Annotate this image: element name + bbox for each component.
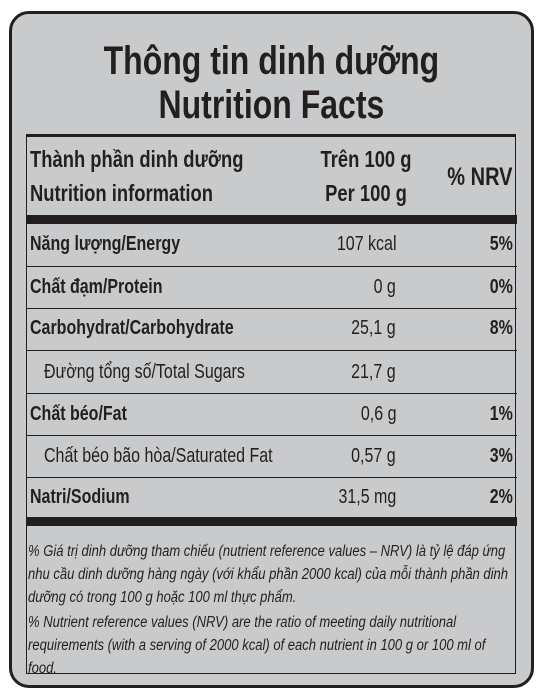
row-nrv: 0% (489, 276, 513, 298)
column-header: Per 100 g (325, 180, 407, 206)
row-nrv: 1% (489, 403, 513, 425)
title-en: Nutrition Facts (158, 83, 385, 127)
row-amount: 107 kcal (336, 233, 396, 255)
footnote: % Nutrient reference values (NRV) are th… (28, 614, 486, 677)
row-divider (26, 393, 517, 394)
row-name: Đường tổng số/Total Sugars (44, 361, 245, 383)
row-amount: 0 g (373, 276, 396, 298)
row-amount: 25,1 g (351, 317, 396, 339)
footnote: % Giá trị dinh dưỡng tham chiếu (nutrien… (28, 543, 509, 606)
row-amount: 21,7 g (351, 361, 396, 383)
row-divider (26, 266, 517, 267)
row-divider (26, 308, 517, 309)
row-nrv: 5% (489, 233, 513, 255)
row-nrv: 8% (489, 317, 513, 339)
column-header: % NRV (447, 163, 513, 191)
column-header: Thành phần dinh dưỡng (30, 146, 244, 172)
divider-bar (26, 517, 517, 526)
row-divider (26, 435, 517, 436)
row-name: Natri/Sodium (30, 486, 130, 508)
row-amount: 0,57 g (351, 445, 396, 467)
row-name: Chất béo/Fat (30, 403, 127, 425)
row-name: Chất béo bão hòa/Saturated Fat (44, 445, 273, 467)
column-header: Trên 100 g (320, 146, 412, 172)
row-name: Chất đạm/Protein (30, 276, 163, 298)
row-divider (26, 477, 517, 478)
row-divider (26, 350, 517, 351)
column-header: Nutrition information (30, 180, 213, 206)
row-nrv: 2% (489, 486, 513, 508)
row-name: Năng lượng/Energy (30, 233, 181, 255)
row-nrv: 3% (489, 445, 513, 467)
row-amount: 0,6 g (360, 403, 396, 425)
row-name: Carbohydrat/Carbohydrate (30, 317, 234, 339)
label-panel (9, 11, 534, 688)
divider-bar (26, 215, 517, 224)
row-amount: 31,5 mg (338, 486, 396, 508)
table-frame (26, 134, 516, 674)
title-vi: Thông tin dinh dưỡng (103, 39, 440, 83)
